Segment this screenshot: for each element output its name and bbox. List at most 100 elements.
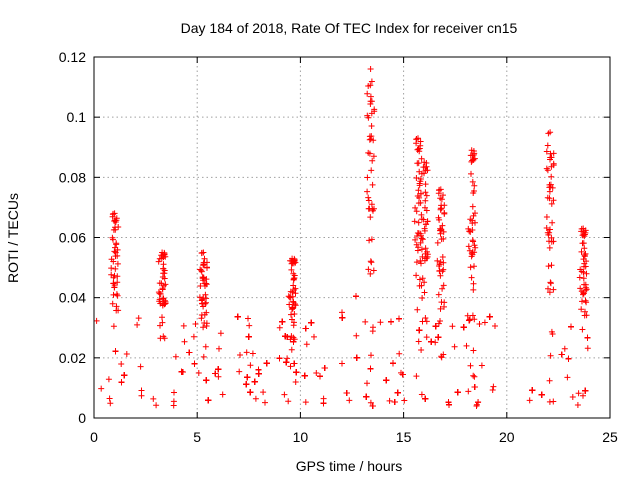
data-point: [112, 249, 119, 256]
data-point: [419, 318, 426, 325]
x-tick-label: 25: [602, 429, 618, 445]
data-point: [216, 345, 222, 352]
data-point: [437, 305, 444, 312]
data-point: [390, 360, 396, 367]
data-point: [579, 240, 586, 247]
data-point: [574, 402, 581, 408]
data-point: [422, 181, 429, 188]
data-point: [422, 189, 429, 196]
chart-title: Day 184 of 2018, Rate Of TEC Index for r…: [181, 20, 518, 36]
data-point: [161, 275, 168, 282]
data-point: [288, 346, 295, 353]
data-point: [423, 192, 430, 199]
data-point: [260, 389, 267, 396]
data-point: [367, 93, 374, 100]
data-point: [367, 66, 374, 72]
data-point: [113, 303, 120, 310]
y-tick-label: 0.02: [59, 350, 86, 366]
data-point: [465, 388, 472, 395]
data-point: [538, 391, 545, 398]
data-point: [558, 351, 565, 358]
data-point: [367, 214, 374, 221]
data-point: [236, 368, 243, 375]
data-point: [415, 135, 421, 142]
data-point: [581, 281, 588, 288]
data-point: [159, 249, 166, 256]
data-point: [370, 153, 377, 160]
data-point: [198, 268, 205, 275]
x-tick-label: 15: [396, 429, 412, 445]
data-point: [150, 395, 157, 402]
data-point: [198, 315, 205, 322]
data-point: [546, 188, 553, 195]
data-point: [279, 318, 286, 325]
data-point: [475, 399, 481, 406]
data-point: [469, 220, 476, 227]
data-point: [451, 343, 458, 350]
data-point: [413, 140, 420, 147]
x-tick-label: 20: [499, 429, 515, 445]
data-point: [428, 338, 435, 345]
data-point: [415, 338, 422, 345]
data-point: [417, 138, 424, 145]
data-point: [436, 268, 443, 275]
data-point: [564, 374, 571, 381]
data-point: [436, 216, 443, 223]
data-point: [440, 266, 447, 273]
data-point: [203, 320, 210, 327]
data-point: [290, 299, 297, 306]
data-point: [468, 170, 474, 177]
data-point: [543, 148, 550, 155]
data-point: [108, 265, 115, 272]
data-point: [313, 370, 320, 376]
data-point: [276, 355, 283, 362]
data-point: [423, 207, 430, 214]
x-tick-label: 0: [90, 429, 98, 445]
data-point: [198, 267, 205, 274]
data-point: [215, 373, 222, 380]
data-point: [413, 259, 420, 266]
data-point: [245, 333, 252, 340]
data-point: [546, 229, 553, 236]
data-point: [317, 373, 323, 380]
data-point: [197, 283, 204, 289]
data-point: [435, 291, 442, 298]
data-point: [422, 395, 429, 402]
data-point: [364, 380, 370, 387]
data-point: [580, 269, 587, 276]
y-tick-label: 0.12: [59, 49, 86, 65]
data-point: [438, 205, 445, 212]
data-point: [432, 323, 439, 330]
data-point: [473, 403, 480, 409]
data-point: [353, 354, 360, 361]
data-point: [159, 314, 165, 321]
y-axis-label: ROTI / TECUs: [5, 193, 21, 283]
data-point: [115, 224, 122, 230]
data-point: [489, 387, 496, 393]
data-point: [435, 334, 442, 341]
data-point: [186, 349, 193, 356]
data-point: [292, 379, 299, 385]
data-point: [490, 383, 497, 390]
data-point: [308, 319, 315, 326]
data-point: [396, 315, 402, 322]
data-point: [419, 295, 426, 301]
data-point: [160, 298, 167, 305]
data-point: [112, 265, 119, 272]
data-point: [580, 275, 587, 282]
data-point: [112, 217, 119, 224]
data-point: [366, 205, 373, 212]
data-point: [437, 318, 443, 324]
data-point: [290, 304, 296, 311]
data-point: [396, 350, 403, 357]
data-point: [579, 298, 585, 305]
data-point: [178, 368, 185, 375]
data-point: [417, 239, 424, 246]
data-point: [422, 167, 429, 174]
data-point: [470, 280, 477, 287]
data-point: [584, 334, 591, 341]
data-point: [368, 167, 375, 174]
data-point: [171, 389, 177, 396]
data-point: [365, 114, 372, 121]
data-point: [111, 210, 118, 217]
